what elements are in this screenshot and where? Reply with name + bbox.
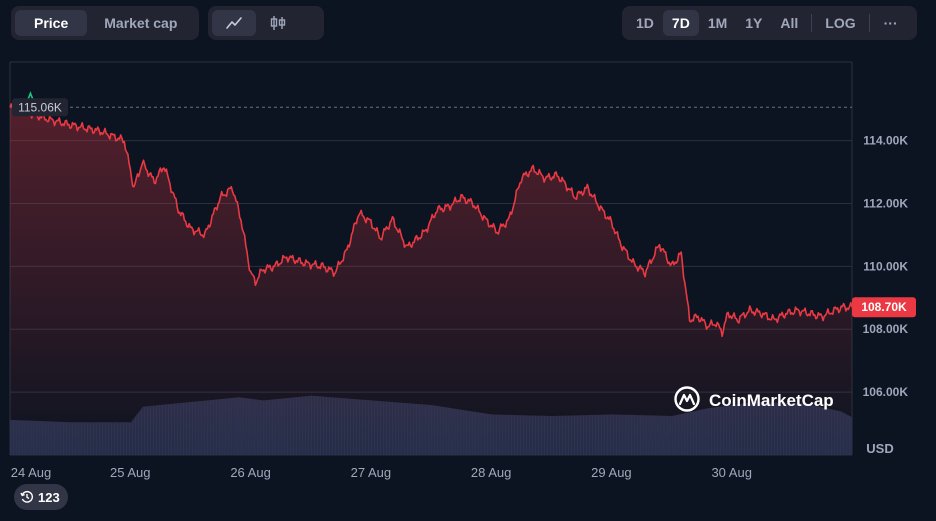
y-tick-label: 110.00K: [863, 259, 908, 273]
current-price-label: 108.70K: [861, 300, 907, 314]
range-1d[interactable]: 1D: [636, 15, 654, 31]
high-price-label: 115.06K: [18, 100, 62, 114]
x-tick-label: 25 Aug: [110, 465, 151, 480]
y-tick-label: 114.00K: [863, 134, 908, 148]
x-tick-label: 26 Aug: [230, 465, 271, 480]
history-badge[interactable]: 123: [14, 484, 68, 510]
chart-type-tabs: [208, 6, 324, 40]
price-line: [9, 103, 853, 338]
range-all[interactable]: All: [780, 15, 799, 31]
y-tick-label: 106.00K: [863, 385, 909, 399]
x-tick-label: 28 Aug: [471, 465, 512, 480]
range-1m[interactable]: 1M: [707, 15, 728, 31]
toolbar-divider: [868, 14, 870, 32]
x-tick-label: 29 Aug: [591, 465, 632, 480]
candlestick-icon[interactable]: [256, 10, 300, 36]
range-1y[interactable]: 1Y: [745, 15, 763, 31]
high-marker-tick: [27, 91, 34, 100]
x-tick-label: 30 Aug: [711, 465, 752, 480]
tab-market-cap[interactable]: Market cap: [104, 15, 178, 31]
price-area-fill: [10, 104, 852, 455]
history-count: 123: [38, 489, 60, 505]
history-clock-icon: [20, 490, 34, 503]
log-scale-toggle[interactable]: LOG: [825, 15, 856, 31]
tab-price[interactable]: Price: [15, 10, 88, 36]
x-tick-label: 27 Aug: [351, 465, 392, 480]
more-options-button[interactable]: ···: [883, 15, 898, 31]
line-chart-icon[interactable]: [212, 10, 256, 36]
range-7d[interactable]: 7D: [662, 10, 699, 36]
y-tick-label: 108.00K: [863, 322, 909, 336]
x-tick-label: 24 Aug: [11, 465, 52, 480]
y-tick-label: 112.00K: [863, 196, 908, 210]
toolbar-divider: [811, 14, 813, 32]
current-price-badge: [852, 297, 916, 318]
high-price-badge: [12, 98, 68, 117]
time-range-tabs: 1D 7D 1M 1Y All LOG ···: [622, 6, 917, 40]
y-unit-label: USD: [866, 441, 893, 456]
brand-wordmark: CoinMarketCap: [709, 391, 834, 410]
coinmarketcap-logo: [674, 386, 700, 412]
price-marketcap-tabs: Price Market cap: [11, 6, 199, 40]
